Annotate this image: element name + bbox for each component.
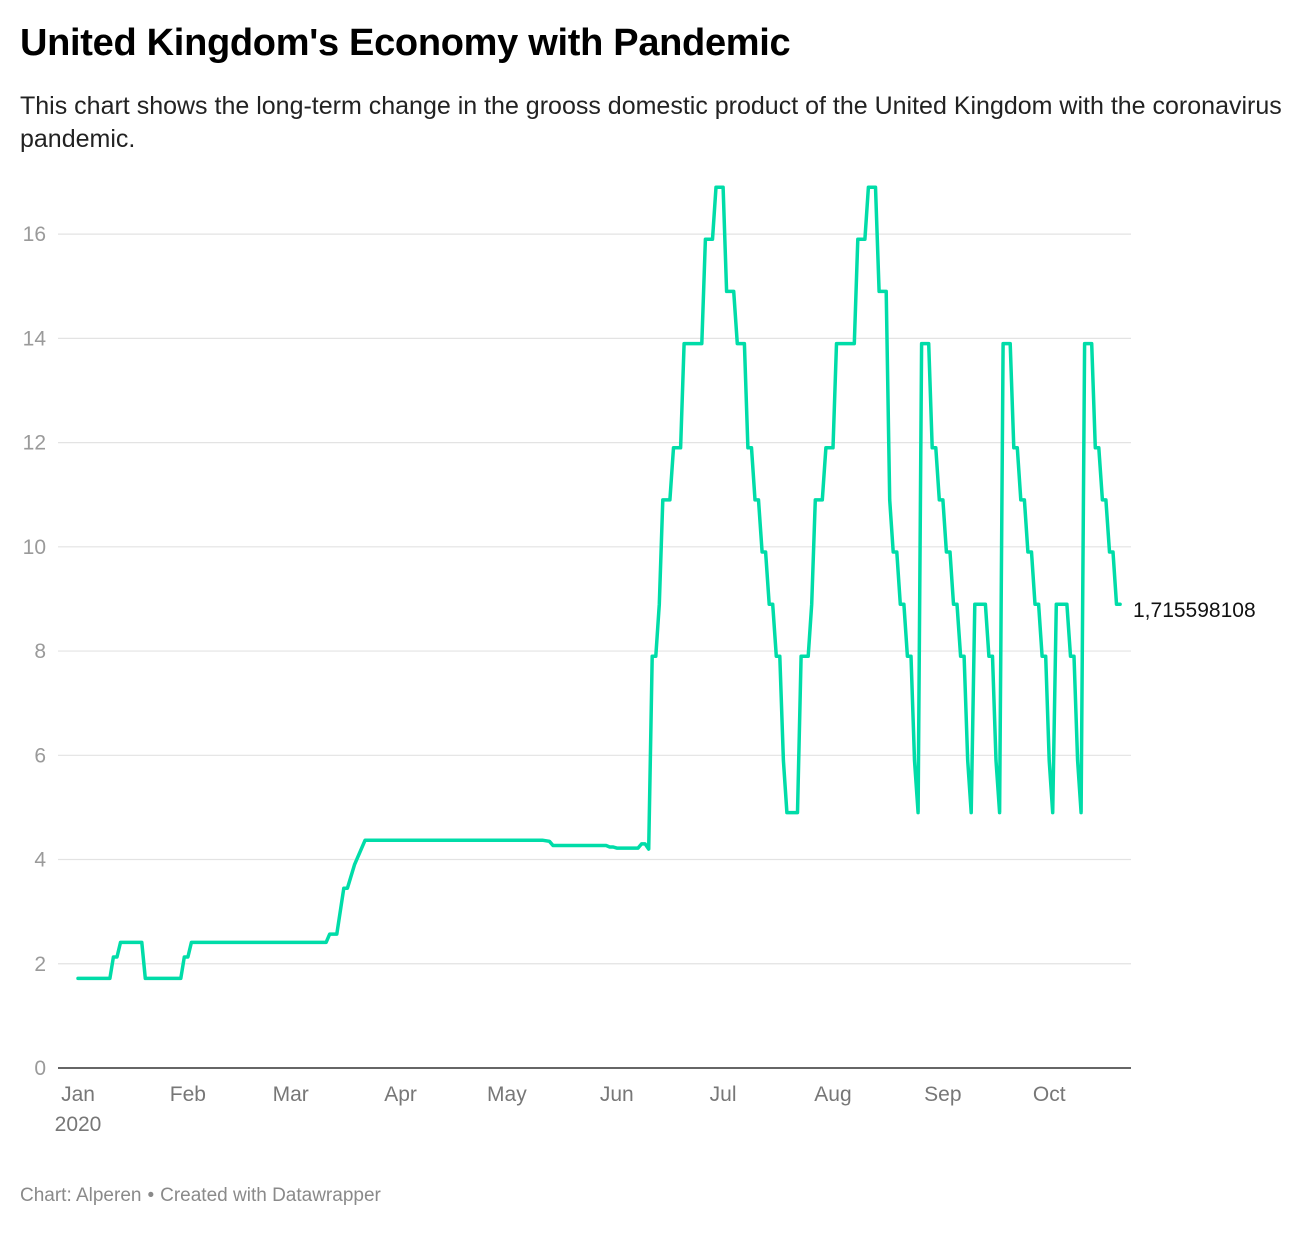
footer-source: Chart: Alperen [20, 1185, 142, 1206]
line-chart: 0 2 4 6 8 10 12 14 16 Jan 2020 Feb Mar Apr May Jun Jul A… [23, 185, 1256, 1136]
series-layer: 1,715598108 [76, 185, 1256, 981]
y-axis-ticks: 0 2 4 6 8 10 12 14 16 [23, 223, 47, 1080]
x-tick-label: Aug [814, 1083, 851, 1106]
footer-credit: Created with Datawrapper [160, 1185, 381, 1206]
y-tick-label: 8 [34, 640, 46, 663]
y-tick-label: 2 [34, 953, 46, 976]
y-tick-label: 4 [34, 849, 46, 872]
series-end-label: 1,715598108 [1133, 599, 1256, 622]
x-axis-ticks: Jan 2020 Feb Mar Apr May Jun Jul Aug Sep Oct [55, 1083, 1066, 1136]
y-tick-label: 6 [34, 744, 46, 767]
y-tick-label: 10 [23, 536, 46, 559]
series-line [76, 185, 1122, 981]
chart-title: United Kingdom's Economy with Pandemic [20, 22, 791, 64]
x-tick-label: Apr [384, 1083, 417, 1106]
x-tick-label: Jun [600, 1083, 634, 1106]
y-tick-label: 12 [23, 432, 46, 455]
footer-separator: • [147, 1185, 155, 1206]
y-tick-label: 0 [34, 1057, 46, 1080]
x-tick-label: Feb [170, 1083, 206, 1106]
y-tick-label: 14 [23, 327, 47, 350]
chart-footer: Chart: Alperen • Created with Datawrapper [20, 1185, 381, 1207]
grid-lines [58, 233, 1131, 1069]
x-tick-label: Sep [924, 1083, 961, 1106]
x-tick-label: May [487, 1083, 527, 1106]
chart-subtitle: This chart shows the long-term change in… [20, 92, 1282, 153]
x-tick-label: Mar [273, 1083, 309, 1106]
x-tick-label: Jul [710, 1083, 737, 1106]
y-tick-label: 16 [23, 223, 46, 246]
x-tick-label: Jan [61, 1083, 95, 1106]
x-tick-year-label: 2020 [55, 1113, 102, 1136]
x-tick-label: Oct [1033, 1083, 1066, 1106]
